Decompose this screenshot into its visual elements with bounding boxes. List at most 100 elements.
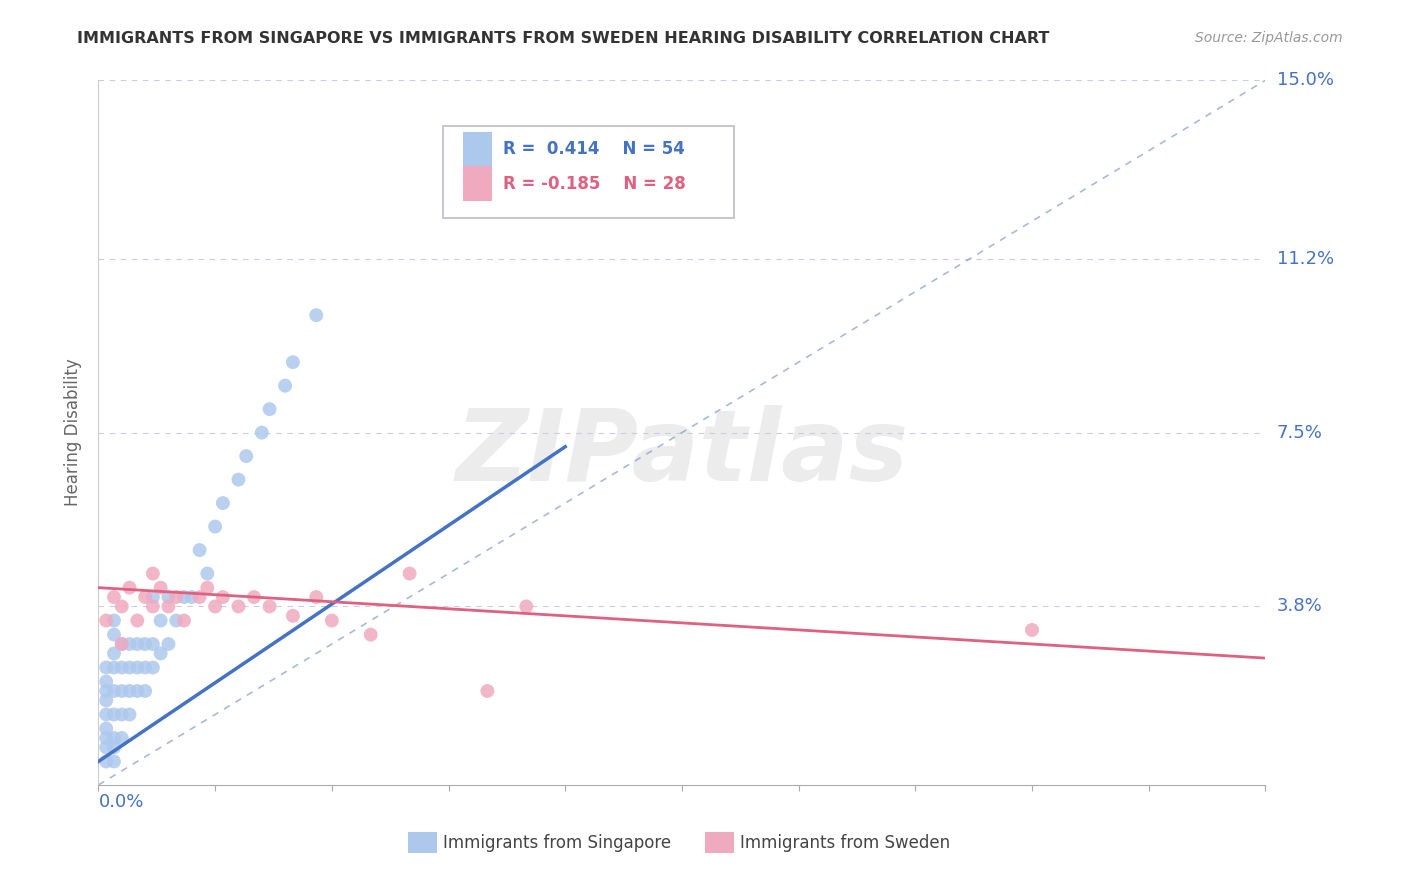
Text: 0.0%: 0.0%: [98, 793, 143, 812]
Point: [1021, 623, 1043, 637]
Point: [134, 660, 156, 674]
Point: [305, 308, 328, 322]
Point: [111, 637, 134, 651]
Point: [96, 722, 118, 736]
Point: [188, 590, 211, 604]
Text: 15.0%: 15.0%: [1277, 71, 1333, 89]
Point: [103, 684, 125, 698]
Text: 11.2%: 11.2%: [1277, 250, 1334, 268]
Point: [188, 543, 211, 558]
Point: [127, 614, 149, 628]
Point: [118, 660, 141, 674]
Point: [134, 590, 156, 604]
Point: [195, 566, 218, 581]
Point: [118, 637, 141, 651]
Point: [250, 425, 273, 440]
Text: R = -0.185    N = 28: R = -0.185 N = 28: [503, 175, 686, 193]
Point: [243, 590, 266, 604]
Point: [134, 684, 156, 698]
Point: [111, 731, 134, 745]
Point: [103, 660, 125, 674]
Point: [180, 590, 202, 604]
Point: [111, 637, 134, 651]
Point: [235, 449, 257, 463]
Point: [195, 581, 218, 595]
Point: [173, 614, 195, 628]
Point: [212, 496, 235, 510]
Point: [96, 674, 118, 689]
Point: [118, 581, 141, 595]
Point: [398, 566, 420, 581]
Text: Immigrants from Sweden: Immigrants from Sweden: [741, 834, 950, 852]
Point: [281, 608, 304, 623]
Point: [321, 614, 343, 628]
Point: [259, 599, 281, 614]
Text: IMMIGRANTS FROM SINGAPORE VS IMMIGRANTS FROM SWEDEN HEARING DISABILITY CORRELATI: IMMIGRANTS FROM SINGAPORE VS IMMIGRANTS …: [77, 31, 1050, 46]
Point: [477, 684, 499, 698]
Point: [142, 637, 165, 651]
Text: R =  0.414    N = 54: R = 0.414 N = 54: [503, 140, 685, 158]
Point: [142, 660, 165, 674]
Point: [96, 660, 118, 674]
Point: [96, 684, 118, 698]
Point: [118, 684, 141, 698]
Bar: [408, 832, 437, 854]
Text: 7.5%: 7.5%: [1277, 424, 1323, 442]
Point: [157, 590, 180, 604]
Point: [127, 660, 149, 674]
Point: [228, 473, 250, 487]
Point: [259, 402, 281, 417]
Point: [149, 581, 172, 595]
Point: [204, 519, 226, 533]
Point: [212, 590, 235, 604]
Text: 3.8%: 3.8%: [1277, 598, 1322, 615]
Point: [165, 614, 187, 628]
Point: [142, 566, 165, 581]
Bar: [463, 132, 492, 167]
Point: [96, 614, 118, 628]
Text: Source: ZipAtlas.com: Source: ZipAtlas.com: [1195, 31, 1343, 45]
Point: [111, 660, 134, 674]
Point: [96, 731, 118, 745]
Text: ZIPatlas: ZIPatlas: [456, 405, 908, 502]
Point: [103, 627, 125, 641]
Y-axis label: Hearing Disability: Hearing Disability: [65, 359, 83, 507]
Point: [165, 590, 187, 604]
Point: [274, 378, 297, 392]
Point: [305, 590, 328, 604]
Point: [111, 599, 134, 614]
Point: [173, 590, 195, 604]
Point: [111, 684, 134, 698]
Point: [134, 637, 156, 651]
Point: [157, 599, 180, 614]
Point: [103, 614, 125, 628]
Text: Immigrants from Singapore: Immigrants from Singapore: [443, 834, 671, 852]
Point: [149, 647, 172, 661]
Point: [96, 755, 118, 769]
Bar: [463, 166, 492, 202]
Point: [103, 755, 125, 769]
Point: [142, 599, 165, 614]
Point: [149, 614, 172, 628]
Point: [204, 599, 226, 614]
Point: [515, 599, 537, 614]
Bar: [706, 832, 734, 854]
Point: [142, 590, 165, 604]
Point: [118, 707, 141, 722]
FancyBboxPatch shape: [443, 126, 734, 218]
Point: [127, 684, 149, 698]
Point: [103, 647, 125, 661]
Point: [281, 355, 304, 369]
Point: [103, 707, 125, 722]
Point: [103, 590, 125, 604]
Point: [96, 740, 118, 755]
Point: [228, 599, 250, 614]
Point: [111, 707, 134, 722]
Point: [103, 731, 125, 745]
Point: [96, 693, 118, 707]
Point: [360, 627, 382, 641]
Point: [96, 707, 118, 722]
Point: [127, 637, 149, 651]
Point: [157, 637, 180, 651]
Point: [103, 740, 125, 755]
